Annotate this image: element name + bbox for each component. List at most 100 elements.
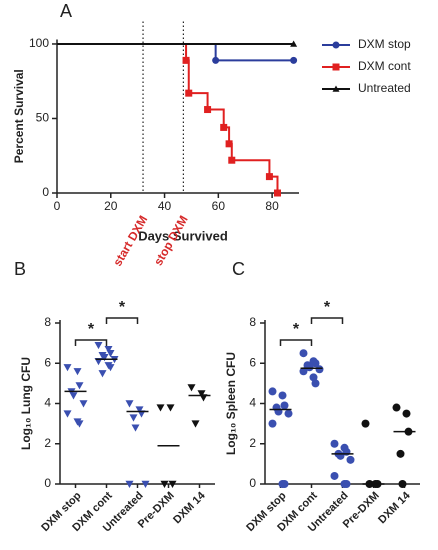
marker [342, 480, 351, 488]
marker [398, 480, 407, 488]
marker [332, 63, 340, 71]
marker [332, 85, 340, 92]
y-tick-label: 0 [42, 185, 49, 199]
marker [185, 89, 193, 97]
survival-line [57, 42, 294, 62]
marker [197, 390, 206, 398]
x-tick-label: 60 [212, 199, 226, 213]
panel-label: B [14, 259, 26, 279]
x-tick-label: DXM 14 [171, 489, 208, 526]
marker [299, 367, 308, 376]
y-tick-label: 2 [249, 436, 256, 450]
x-tick-label: DXM 14 [376, 489, 413, 526]
marker [402, 409, 411, 418]
marker [125, 400, 134, 408]
marker [187, 384, 196, 392]
marker [309, 373, 318, 382]
marker [106, 349, 115, 358]
marker [160, 480, 169, 488]
x-tick-label: 0 [54, 199, 61, 213]
x-tick-label: 20 [104, 199, 118, 213]
marker [94, 341, 103, 350]
marker [278, 391, 287, 400]
marker [141, 480, 150, 488]
y-tick-label: 100 [29, 36, 49, 50]
y-tick-label: 8 [44, 315, 51, 329]
marker [284, 409, 293, 418]
y-tick-label: 4 [44, 396, 51, 410]
y-tick-label: 6 [249, 355, 256, 369]
significance-bracket [74, 339, 108, 346]
marker [73, 368, 82, 376]
marker [280, 480, 289, 488]
significance-bracket [105, 317, 139, 324]
x-axis-label: Days Survived [138, 228, 228, 243]
marker [63, 364, 72, 372]
marker [265, 173, 273, 181]
marker [332, 41, 340, 49]
marker [311, 379, 320, 388]
y-axis-label: Percent Survival [12, 69, 26, 163]
y-tick-label: 4 [249, 396, 256, 410]
marker [225, 140, 233, 148]
marker [104, 345, 113, 354]
marker [361, 419, 370, 428]
significance-label: * [324, 299, 331, 316]
marker [274, 407, 283, 416]
marker [69, 392, 78, 400]
marker [129, 414, 138, 422]
y-tick-label: 50 [36, 111, 50, 125]
legend-label: Untreated [358, 81, 411, 95]
y-tick-label: 0 [249, 476, 256, 490]
legend-label: DXM cont [358, 59, 411, 73]
marker [268, 387, 277, 396]
marker [268, 419, 277, 428]
marker [220, 123, 228, 131]
panel-label: A [60, 1, 72, 21]
y-tick-label: 2 [44, 436, 51, 450]
significance-bracket [279, 339, 313, 346]
marker [290, 40, 298, 47]
marker [166, 404, 175, 412]
marker [182, 56, 190, 64]
marker [392, 403, 401, 412]
marker [299, 349, 308, 358]
marker [75, 382, 84, 390]
marker [228, 156, 236, 164]
marker [336, 451, 345, 460]
x-tick-label: 40 [158, 199, 172, 213]
marker [346, 455, 355, 464]
marker [135, 406, 144, 414]
marker [168, 480, 177, 488]
marker [131, 424, 140, 432]
marker [273, 189, 281, 197]
marker [125, 480, 134, 488]
significance-label: * [88, 321, 95, 338]
significance-bracket [310, 317, 344, 324]
marker [191, 420, 200, 428]
y-axis-label: Log₁₀ Lung CFU [19, 357, 33, 450]
marker [311, 359, 320, 368]
y-tick-label: 0 [44, 476, 51, 490]
marker [396, 449, 405, 458]
legend-label: DXM stop [358, 37, 411, 51]
marker [100, 354, 109, 362]
panel-label: C [232, 259, 245, 279]
significance-label: * [119, 299, 126, 316]
marker [63, 410, 72, 418]
marker [280, 401, 289, 410]
marker [305, 363, 314, 372]
marker [106, 364, 115, 372]
marker [75, 420, 84, 428]
y-tick-label: 6 [44, 355, 51, 369]
marker [79, 400, 88, 408]
marker [204, 106, 212, 114]
marker [330, 439, 339, 448]
marker [315, 365, 324, 374]
y-tick-label: 8 [249, 315, 256, 329]
x-tick-label: 80 [265, 199, 279, 213]
marker [156, 404, 165, 412]
marker [330, 471, 339, 480]
marker [290, 56, 298, 64]
